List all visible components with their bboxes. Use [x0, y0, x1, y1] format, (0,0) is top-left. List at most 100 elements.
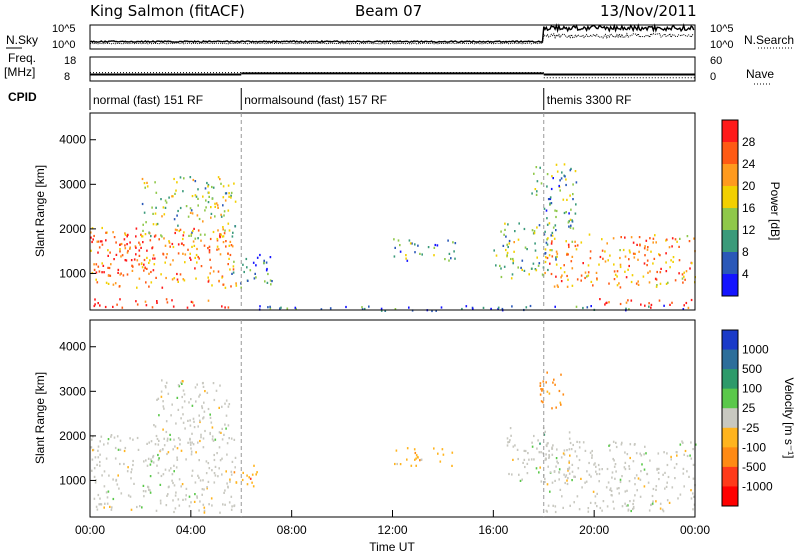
range-cell — [681, 273, 684, 276]
range-cell — [181, 242, 183, 245]
range-cell — [217, 248, 220, 251]
range-cell — [504, 228, 506, 231]
range-cell — [138, 263, 140, 266]
range-cell — [103, 470, 106, 473]
range-cell — [549, 249, 551, 252]
range-cell — [683, 271, 685, 274]
range-cell — [527, 452, 529, 455]
range-cell — [95, 278, 97, 281]
range-cell — [568, 431, 571, 434]
range-cell — [191, 404, 194, 407]
range-cell — [670, 455, 672, 458]
range-cell — [627, 508, 630, 511]
range-cell — [107, 282, 110, 285]
range-cell — [437, 452, 439, 455]
range-cell — [252, 261, 255, 264]
range-cell — [202, 195, 204, 198]
range-cell — [214, 205, 216, 208]
range-cell — [161, 235, 163, 238]
range-cell — [676, 240, 678, 243]
range-cell — [524, 465, 526, 469]
range-cell — [100, 503, 102, 506]
power-colorbar-swatch — [722, 230, 738, 253]
range-cell — [197, 229, 200, 232]
range-cell — [639, 244, 641, 247]
range-cell — [548, 254, 551, 257]
range-cell — [189, 211, 192, 214]
range-cell — [514, 444, 516, 447]
range-cell — [397, 239, 400, 242]
range-cell — [551, 175, 553, 178]
range-cell — [535, 166, 538, 169]
range-cell — [110, 263, 112, 266]
range-cell — [136, 286, 138, 289]
range-cell — [661, 508, 664, 511]
range-cell — [553, 378, 555, 381]
range-cell — [508, 472, 510, 476]
range-cell — [639, 478, 642, 481]
range-cell — [208, 251, 211, 254]
range-cell — [555, 457, 558, 460]
range-cell — [220, 215, 223, 218]
range-cell — [135, 253, 137, 256]
range-cell — [93, 268, 96, 271]
range-cell — [157, 453, 159, 457]
range-cell — [454, 257, 456, 260]
range-cell — [95, 271, 98, 274]
range-cell — [562, 452, 565, 455]
range-cell — [692, 492, 694, 495]
range-cell — [182, 237, 184, 241]
range-cell — [103, 506, 105, 509]
range-cell — [222, 241, 225, 244]
range-cell — [559, 189, 561, 192]
range-cell — [107, 442, 109, 445]
range-cell — [551, 231, 554, 234]
range-cell — [536, 226, 538, 229]
range-cell — [135, 235, 137, 238]
range-cell — [199, 439, 201, 443]
range-cell — [198, 257, 200, 260]
range-cell — [571, 479, 573, 482]
range-cell — [601, 249, 604, 252]
range-cell — [194, 493, 196, 496]
range-cell — [632, 241, 635, 244]
range-cell — [640, 454, 643, 457]
range-cell — [190, 398, 192, 401]
range-cell — [637, 283, 640, 286]
range-cell — [129, 247, 131, 250]
range-cell — [191, 231, 193, 234]
range-cell — [571, 267, 574, 270]
range-cell — [131, 269, 134, 272]
range-cell — [685, 301, 688, 305]
range-cell — [431, 309, 433, 313]
power-colorbar-swatch — [722, 120, 738, 143]
range-cell — [173, 470, 175, 473]
range-cell — [92, 449, 94, 452]
range-cell — [207, 201, 210, 204]
range-cell — [251, 481, 253, 484]
range-cell — [222, 204, 224, 207]
range-cell — [444, 258, 446, 261]
range-cell — [266, 281, 269, 284]
range-cell — [139, 243, 141, 246]
range-cell — [135, 227, 138, 230]
range-cell — [394, 246, 396, 249]
range-cell — [604, 250, 606, 253]
time-tick-label: 00:00 — [75, 523, 105, 537]
range-cell — [626, 453, 629, 456]
range-cell — [414, 243, 416, 246]
range-cell — [220, 213, 222, 216]
range-cell — [105, 239, 107, 242]
range-cell — [119, 250, 121, 253]
range-cell — [539, 382, 542, 385]
range-cell — [91, 240, 93, 244]
range-cell — [251, 473, 254, 476]
range-cell — [613, 263, 615, 266]
range-cell — [198, 459, 200, 462]
range-cell — [217, 206, 219, 209]
range-cell — [648, 302, 650, 305]
range-cell — [578, 446, 581, 449]
range-cell — [146, 185, 149, 188]
